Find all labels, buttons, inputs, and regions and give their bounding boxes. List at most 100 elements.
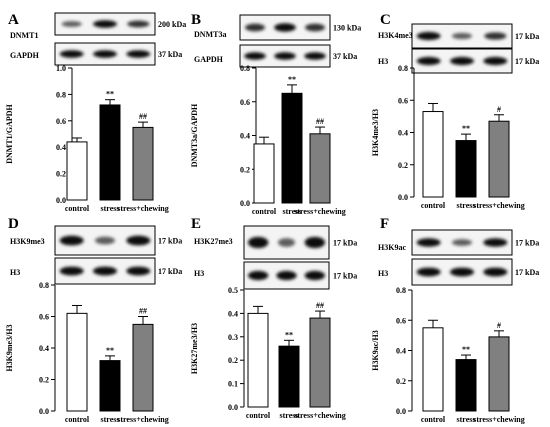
blot-kda-label: 17 kDa [158,267,182,276]
x-tick-label: control [252,207,277,216]
blot-band [277,238,296,247]
significance-marker: ** [288,75,296,84]
y-tick-label: 0.2 [398,161,408,170]
x-tick-label: stress [101,415,120,424]
blot-dnmt1: DNMT1 200 kDa [10,12,186,40]
bar-stress-chewing [309,317,331,408]
blot-band [126,235,151,246]
blot-band [304,236,326,249]
blot-band [247,270,269,281]
significance-marker: ** [106,346,114,355]
blot-gapdh: GAPDH 37 kDa [10,42,182,66]
blot-band [59,266,84,276]
blot-band [305,23,325,32]
y-tick-label: 0.6 [398,96,408,105]
blot-band [416,267,441,277]
bar-control [66,141,88,201]
blot-band [93,20,117,28]
bar-stress [278,345,300,408]
significance-marker: ## [139,112,147,121]
blot-h3: H3 17 kDa [10,257,182,285]
x-tick-label: stress+chewing [294,207,346,216]
blot-band [93,266,117,276]
blot-band [126,266,151,276]
blot-h3k27me3: H3K27me3 17 kDa [194,225,357,260]
panel-c: C H3K4me3 17 kDa H3 17 kDa 0.0 0.2 0.4 0.6 0.8 H3K… [371,12,539,210]
bar-control [66,312,88,412]
blot-band [93,50,117,58]
blot-kda-label: 130 kDa [333,24,361,33]
y-tick-label: 0.0 [56,196,66,205]
y-tick-label: 0.2 [228,356,238,365]
blot-kda-label: 17 kDa [158,237,182,246]
x-tick-label: stress [457,415,476,424]
blot-h3: H3 17 kDa [378,258,539,286]
x-tick-label: control [65,204,90,213]
blot-band [274,52,296,60]
blot-band [61,21,82,27]
y-tick-label: 0.4 [56,143,66,152]
y-axis-label: DNMT1/GAPDH [5,103,14,163]
panel-letter: D [8,216,19,232]
blot-band [245,23,265,32]
x-tick-label: control [421,415,446,424]
x-tick-label: control [246,411,271,420]
significance-marker: ** [462,124,470,133]
y-tick-label: 0.8 [56,90,66,99]
blot-band [244,52,266,60]
significance-marker: # [497,105,501,114]
blot-kda-label: 17 kDa [333,272,357,281]
y-axis-label: H3K9me3/H3 [5,324,14,371]
blot-protein-label: H3 [194,269,204,278]
blot-band [450,56,474,66]
significance-marker: ## [316,117,324,126]
panel-letter: A [8,12,19,28]
bar-chart: 0.0 0.2 0.4 0.6 0.8 DNMT3a/GAPDH control ** stre… [190,64,346,216]
significance-marker: ** [106,90,114,99]
y-tick-label: 0.0 [39,407,49,416]
blot-h3: H3 17 kDa [378,48,539,74]
blot-dnmt3a: DNMT3a 130 kDa [194,14,361,41]
y-tick-label: 0.2 [39,376,49,385]
blot-band [451,32,473,40]
blot-protein-label: H3 [10,268,20,277]
y-tick-label: 0.4 [39,344,49,353]
bar-chart: 0.0 0.2 0.4 0.6 0.8 H3K9ac/H3 control ** stress #… [371,286,525,424]
y-tick-label: 0.0 [398,193,408,202]
y-tick-label: 1.0 [56,64,66,73]
blot-kda-label: 37 kDa [158,50,182,59]
y-tick-label: 0.2 [56,170,66,179]
blot-band [59,50,84,58]
y-tick-label: 0.5 [228,286,238,295]
x-tick-label: stress+chewing [473,415,525,424]
bar-stress [455,359,477,412]
blot-protein-label: DNMT1 [10,31,38,40]
blot-kda-label: 17 kDa [333,239,357,248]
bar-stress-chewing [132,126,154,201]
bar-stress-chewing [488,120,510,198]
y-tick-label: 0.4 [228,309,238,318]
y-axis-label: DNMT3a/GAPDH [190,103,199,167]
panel-letter: E [191,216,201,232]
blot-protein-label: H3K9me3 [10,237,45,246]
significance-marker: ## [139,307,147,316]
bar-stress [455,140,477,198]
bar-stress-chewing [309,133,331,204]
blot-h3k9me3: H3K9me3 17 kDa [10,225,182,256]
bar-control [422,327,444,412]
x-tick-label: stress [457,201,476,210]
x-tick-label: stress+chewing [117,415,169,424]
y-tick-label: 0.0 [240,199,250,208]
blot-protein-label: H3K4me3 [378,31,413,40]
y-tick-label: 0.8 [396,286,406,295]
blot-band [247,236,269,249]
blot-protein-label: GAPDH [10,51,40,60]
blot-band [304,52,326,60]
blot-band [484,32,507,40]
x-tick-label: stress+chewing [294,411,346,420]
blot-kda-label: 17 kDa [515,32,539,41]
y-tick-label: 0.0 [228,403,238,412]
blot-band [416,238,441,247]
